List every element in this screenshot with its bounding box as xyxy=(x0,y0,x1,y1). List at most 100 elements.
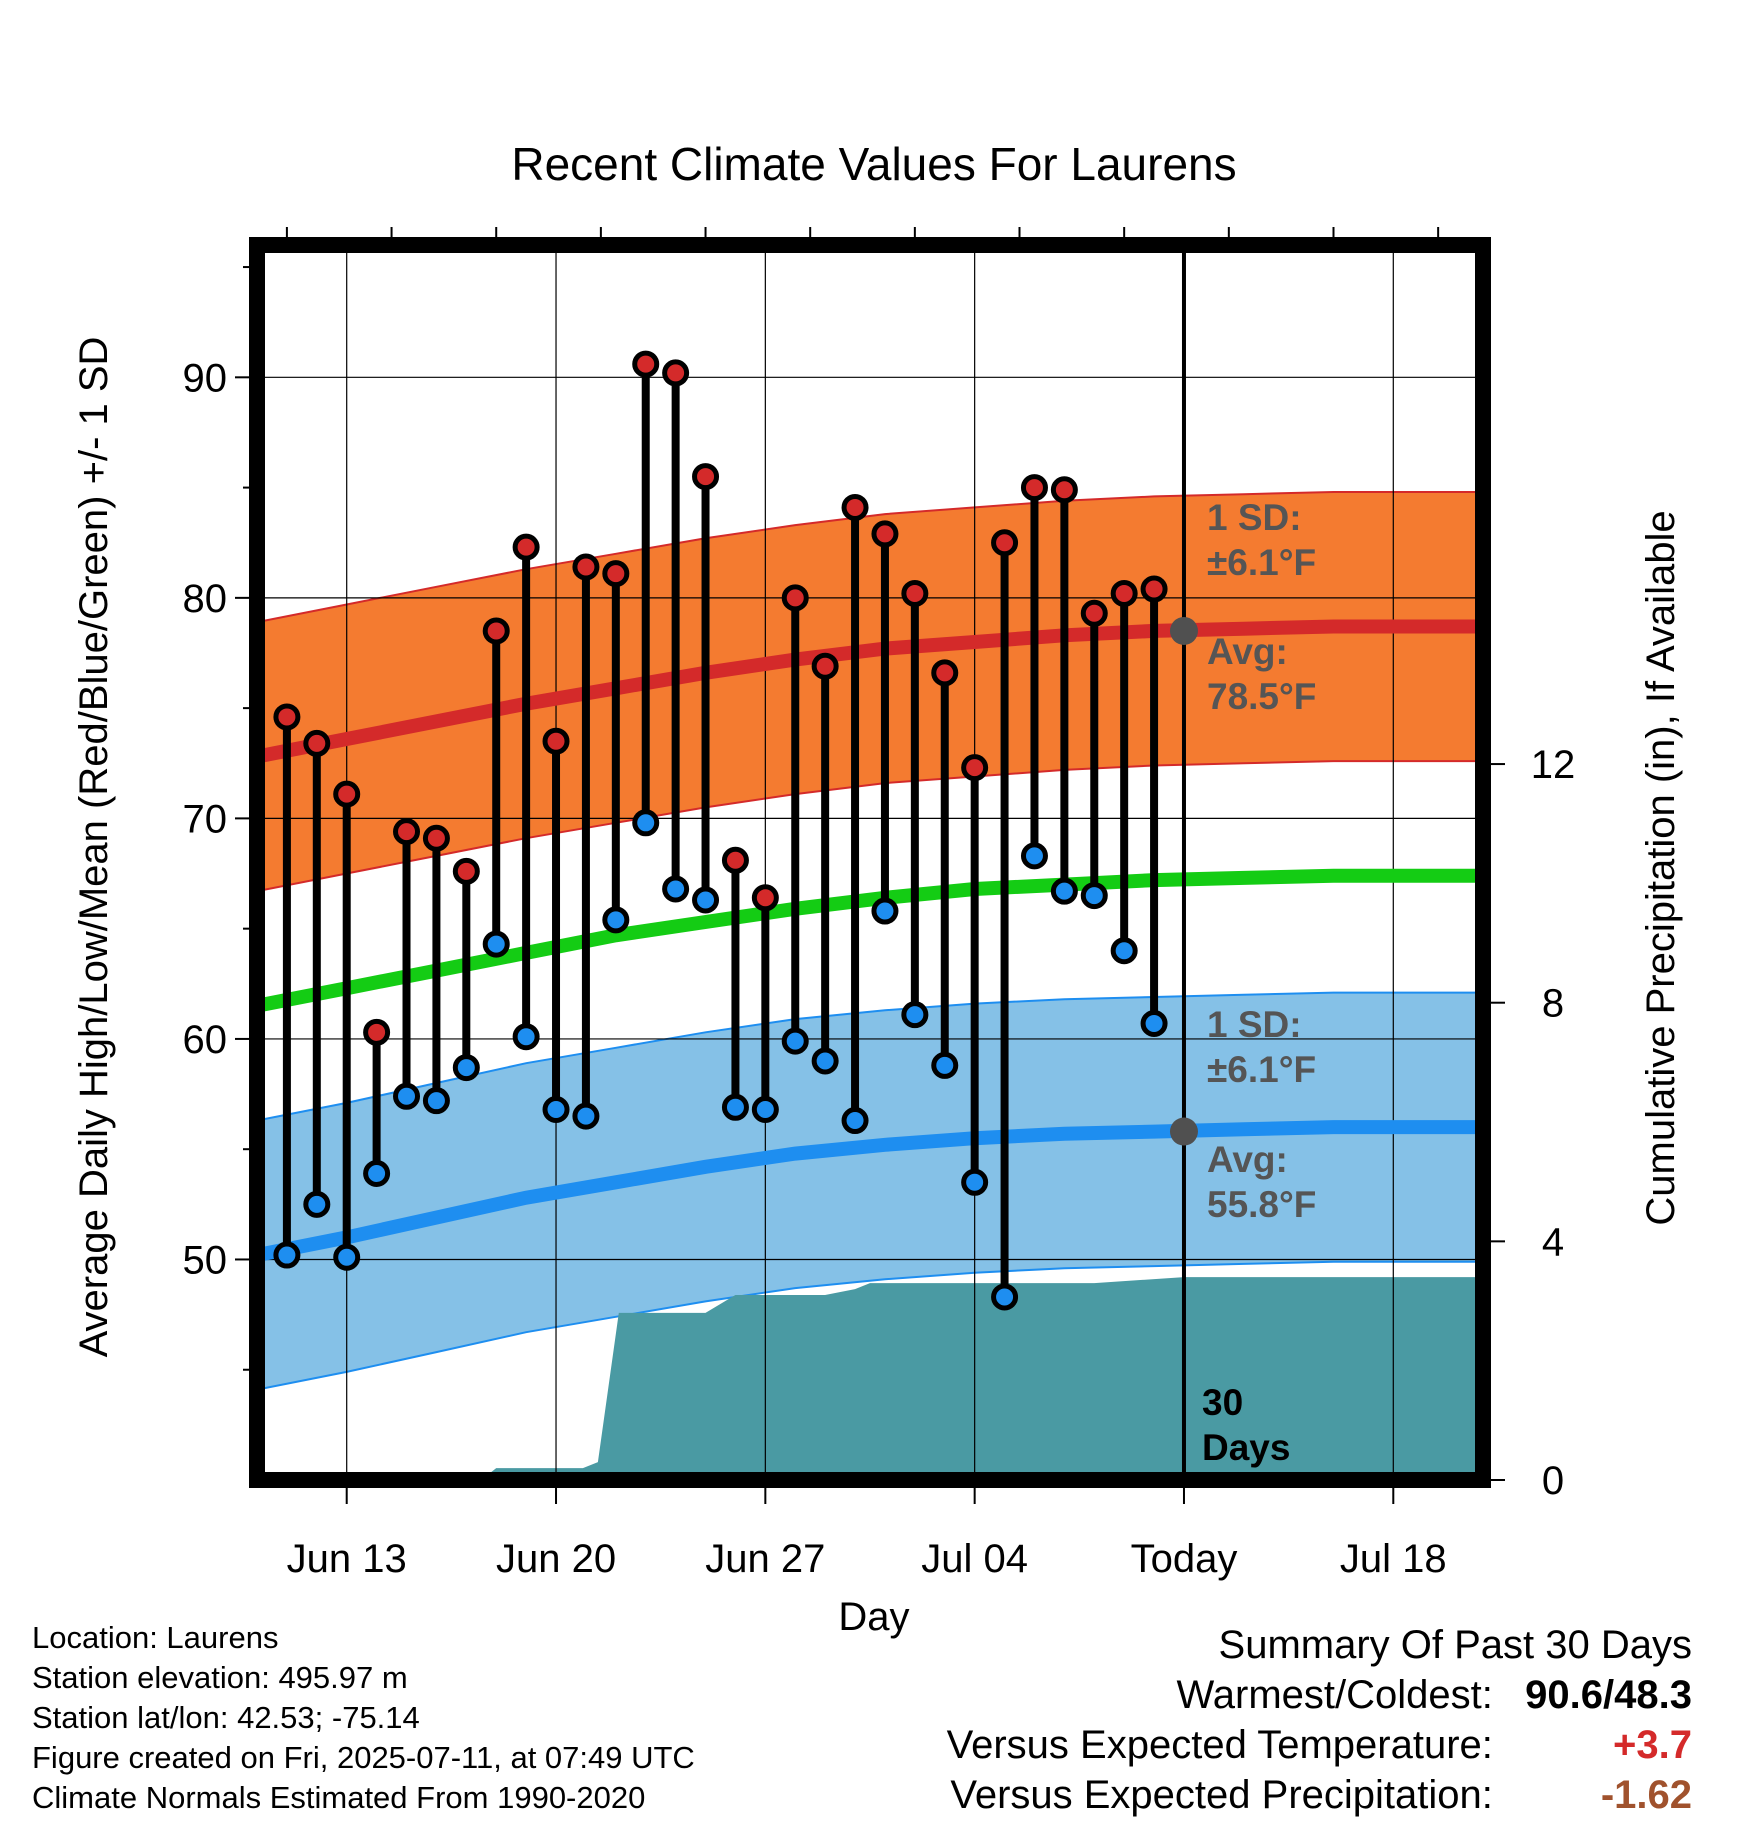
chart-title: Recent Climate Values For Laurens xyxy=(511,138,1236,190)
daily-low-point xyxy=(1020,842,1048,870)
daily-high-point xyxy=(901,579,929,607)
daily-high-point xyxy=(422,824,450,852)
summary-temp-row: Versus Expected Temperature: +3.7 xyxy=(947,1720,1692,1770)
high-avg-line xyxy=(257,619,1483,764)
daily-low-point xyxy=(871,897,899,925)
daily-high-point xyxy=(303,729,331,757)
daily-low-point xyxy=(781,1027,809,1055)
days-label-text: Days xyxy=(1202,1427,1290,1468)
daily-high-point xyxy=(721,846,749,874)
daily-high-point xyxy=(871,520,899,548)
high-sd-lower-edge xyxy=(257,760,1483,893)
x-tick-label: Jul 18 xyxy=(1340,1537,1447,1581)
daily-low-point xyxy=(333,1243,361,1271)
summary-precip-label: Versus Expected Precipitation: xyxy=(950,1773,1493,1817)
x-tick-label: Jun 27 xyxy=(705,1537,825,1581)
y2-tick-label: 4 xyxy=(1542,1220,1564,1264)
daily-high-point xyxy=(452,857,480,885)
daily-high-point xyxy=(692,463,720,491)
summary-panel: Summary Of Past 30 Days Warmest/Coldest:… xyxy=(947,1620,1692,1820)
daily-low-point xyxy=(363,1159,391,1187)
daily-low-point xyxy=(1050,877,1078,905)
daily-low-point xyxy=(991,1283,1019,1311)
summary-temp-value: +3.7 xyxy=(1613,1723,1692,1767)
x-tick-label: Jun 20 xyxy=(496,1537,616,1581)
daily-low-point xyxy=(632,809,660,837)
daily-high-point xyxy=(961,754,989,782)
mean-avg-line xyxy=(257,868,1483,1013)
daily-high-point xyxy=(542,727,570,755)
high-sd-band xyxy=(257,492,1483,892)
summary-precip-row: Versus Expected Precipitation: -1.62 xyxy=(947,1770,1692,1820)
daily-low-point xyxy=(811,1047,839,1075)
info-location: Location: Laurens xyxy=(32,1620,279,1655)
summary-warmest-row: Warmest/Coldest: 90.6/48.3 xyxy=(947,1670,1693,1720)
high-sd-value: ±6.1°F xyxy=(1207,542,1316,583)
daily-high-point xyxy=(751,884,779,912)
summary-precip-value: -1.62 xyxy=(1600,1773,1692,1817)
daily-low-point xyxy=(422,1087,450,1115)
high-sd-upper-edge xyxy=(257,491,1483,624)
daily-high-point xyxy=(1020,474,1048,502)
y2-tick-label: 12 xyxy=(1531,743,1576,787)
y-axis-label-right: Cumulative Precipitation (in), If Availa… xyxy=(1639,510,1683,1225)
summary-warm-value: 90.6/48.3 xyxy=(1525,1673,1692,1717)
daily-low-point xyxy=(961,1168,989,1196)
daily-low-point xyxy=(662,875,690,903)
daily-low-point xyxy=(1080,882,1108,910)
daily-low-point xyxy=(841,1107,869,1135)
info-latlon: Station lat/lon: 42.53; -75.14 xyxy=(32,1700,420,1735)
daily-low-point xyxy=(393,1082,421,1110)
low-avg-marker xyxy=(1169,1117,1198,1146)
daily-low-point xyxy=(482,930,510,958)
low-sd-band xyxy=(257,992,1483,1390)
daily-low-point xyxy=(1140,1009,1168,1037)
daily-low-point xyxy=(452,1054,480,1082)
daily-low-point xyxy=(901,1001,929,1029)
precip-area xyxy=(257,1277,1483,1480)
summary-temp-label: Versus Expected Temperature: xyxy=(946,1723,1493,1767)
x-tick-label: Today xyxy=(1131,1537,1238,1581)
daily-high-point xyxy=(602,560,630,588)
low-avg-line xyxy=(257,1120,1483,1262)
daily-high-point xyxy=(781,584,809,612)
daily-low-point xyxy=(512,1023,540,1051)
daily-low-point xyxy=(751,1096,779,1123)
y-axis-label-left: Average Daily High/Low/Mean (Red/Blue/Gr… xyxy=(72,337,116,1358)
daily-high-point xyxy=(393,818,421,846)
high-avg-marker xyxy=(1169,616,1198,645)
daily-high-point xyxy=(632,350,660,378)
daily-high-point xyxy=(512,533,540,561)
low-sd-lower-edge xyxy=(257,1260,1483,1391)
plot-frame xyxy=(249,237,1491,1488)
y-tick-label: 60 xyxy=(183,1018,228,1062)
daily-low-point xyxy=(542,1096,570,1123)
low-sd-upper-edge xyxy=(257,991,1483,1122)
daily-high-point xyxy=(991,529,1019,557)
daily-low-point xyxy=(273,1241,301,1269)
y-tick-label: 50 xyxy=(183,1238,228,1282)
plot-area xyxy=(257,245,1483,1480)
daily-high-point xyxy=(1080,599,1108,627)
station-info: Location: Laurens Station elevation: 495… xyxy=(32,1618,695,1818)
info-normals: Climate Normals Estimated From 1990-2020 xyxy=(32,1780,646,1815)
low-sd-value: ±6.1°F xyxy=(1207,1049,1316,1090)
y-tick-label: 80 xyxy=(183,577,228,621)
high-sd-label: 1 SD: xyxy=(1207,497,1302,538)
daily-low-point xyxy=(692,886,720,914)
daily-low-point xyxy=(721,1093,749,1121)
daily-high-point xyxy=(273,703,301,731)
daily-high-point xyxy=(1110,579,1138,607)
daily-high-point xyxy=(363,1018,391,1046)
summary-warm-label: Warmest/Coldest: xyxy=(1176,1673,1493,1717)
x-tick-label: Jun 13 xyxy=(287,1537,407,1581)
y-tick-label: 90 xyxy=(183,356,228,400)
daily-high-point xyxy=(931,659,959,687)
low-avg-label: Avg: xyxy=(1207,1139,1288,1180)
daily-high-point xyxy=(1050,476,1078,504)
daily-high-point xyxy=(1140,575,1168,603)
daily-low-point xyxy=(602,906,630,934)
y-tick-label: 70 xyxy=(183,797,228,841)
daily-low-point xyxy=(303,1190,331,1218)
